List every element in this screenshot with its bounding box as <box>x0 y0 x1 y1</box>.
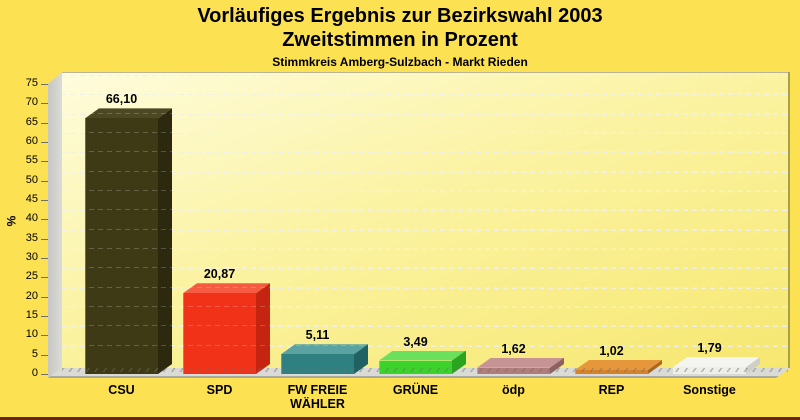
gridline-overlay <box>62 228 788 230</box>
gridline <box>62 268 790 270</box>
y-tick-mark <box>41 161 48 163</box>
y-tick-mark <box>41 238 48 240</box>
y-tick-mark <box>41 219 48 221</box>
gridline-overlay <box>62 151 788 153</box>
bar-value-label: 20,87 <box>203 267 236 282</box>
bar-value-label: 1,62 <box>501 341 526 356</box>
gridline <box>62 210 790 212</box>
gridline-overlay <box>62 344 788 346</box>
gridline-overlay <box>62 286 788 288</box>
gridline <box>62 345 790 347</box>
gridline <box>62 94 790 96</box>
y-tick-label: 60 <box>25 135 38 147</box>
gridline <box>62 113 790 115</box>
gridline-overlay <box>62 306 788 307</box>
gridline <box>62 287 790 289</box>
y-tick-label: 30 <box>25 251 38 263</box>
bar-value-label: 1,02 <box>599 344 624 359</box>
gridline-overlay <box>62 209 788 211</box>
y-tick-mark <box>41 103 48 105</box>
gridline <box>62 307 790 308</box>
y-tick-label: 5 <box>31 347 38 360</box>
bar-top-SPD <box>183 283 270 294</box>
y-tick-label: 20 <box>25 289 38 302</box>
y-tick-mark <box>41 354 48 356</box>
bar-front-CSU <box>85 118 158 374</box>
bar-front-Sonstige <box>673 367 746 374</box>
y-tick-label: 40 <box>25 212 38 225</box>
y-tick-mark <box>41 374 48 375</box>
y-tick-mark <box>41 84 48 85</box>
y-tick-label: 10 <box>25 328 38 341</box>
y-tick-label: 35 <box>25 231 38 244</box>
gridline <box>62 229 790 231</box>
x-category-label: REP <box>598 383 625 397</box>
x-category-label: CSU <box>108 383 135 397</box>
gridline-overlay <box>62 112 788 114</box>
y-tick-label: 15 <box>25 309 38 321</box>
y-tick-mark <box>41 142 48 143</box>
y-tick-mark <box>41 122 48 124</box>
gridline-overlay <box>62 93 788 95</box>
y-tick-label: 70 <box>25 96 38 109</box>
bar-side-CSU <box>158 108 172 374</box>
gridline <box>62 249 790 250</box>
y-tick-label: 65 <box>25 115 38 128</box>
bar-front-ödp <box>477 367 550 374</box>
bar-top-GRÜNE <box>379 350 466 361</box>
gridline-overlay <box>62 248 788 249</box>
gridline-overlay <box>62 325 788 327</box>
bar-top-ödp <box>477 357 564 368</box>
gridline <box>62 326 790 328</box>
gridline-overlay <box>62 74 788 75</box>
x-category-label: FW FREIE WÄHLER <box>287 383 348 411</box>
y-tick-mark <box>41 258 48 259</box>
y-tick-label: 45 <box>25 193 38 205</box>
bar-top-Sonstige <box>673 357 760 368</box>
chart-caption: Stimmkreis Amberg-Sulzbach - Markt Riede… <box>272 55 528 69</box>
bar-value-label: 1,79 <box>697 341 722 356</box>
y-tick-mark <box>41 296 48 298</box>
y-tick-label: 50 <box>25 173 38 186</box>
gridline-overlay <box>62 170 788 172</box>
bar-value-label: 5,11 <box>305 328 330 343</box>
gridline <box>62 133 790 134</box>
gridline <box>62 191 790 192</box>
bar-value-label: 66,10 <box>105 92 138 107</box>
x-axis-ticks <box>62 368 788 372</box>
gridline-overlay <box>62 132 788 133</box>
x-category-label: ödp <box>502 383 525 397</box>
x-category-label: Sonstige <box>683 383 736 397</box>
y-tick-label: 0 <box>31 367 38 379</box>
bar-front-GRÜNE <box>379 360 452 374</box>
gridline <box>62 75 790 76</box>
y-tick-label: 25 <box>25 270 38 283</box>
plot-right-border <box>788 72 790 368</box>
gridline-overlay <box>62 267 788 269</box>
plot-left-wall <box>48 72 62 378</box>
y-tick-mark <box>41 200 48 201</box>
window-bottom-edge <box>0 417 800 420</box>
bar-front-FW FREIE WÄHLER <box>281 354 354 374</box>
chart-title: Vorläufiges Ergebnis zur Bezirkswahl 200… <box>197 5 603 27</box>
y-tick-mark <box>41 335 48 337</box>
gridline-overlay <box>62 190 788 191</box>
chart-subtitle: Zweitstimmen in Prozent <box>282 29 518 51</box>
y-tick-mark <box>41 316 48 317</box>
bar-value-label: 3,49 <box>403 334 428 349</box>
y-tick-label: 75 <box>25 77 38 89</box>
bar-top-REP <box>575 360 662 371</box>
y-tick-mark <box>41 277 48 279</box>
bar-side-SPD <box>256 283 270 374</box>
bar-top-CSU <box>85 108 172 119</box>
gridline <box>62 152 790 154</box>
bar-front-REP <box>575 370 648 374</box>
y-tick-label: 55 <box>25 154 38 167</box>
bar-top-FW FREIE WÄHLER <box>281 344 368 355</box>
gridline <box>62 171 790 173</box>
x-category-label: SPD <box>206 383 233 397</box>
bar-front-SPD <box>183 293 256 374</box>
x-category-label: GRÜNE <box>392 383 439 397</box>
y-tick-mark <box>41 180 48 182</box>
